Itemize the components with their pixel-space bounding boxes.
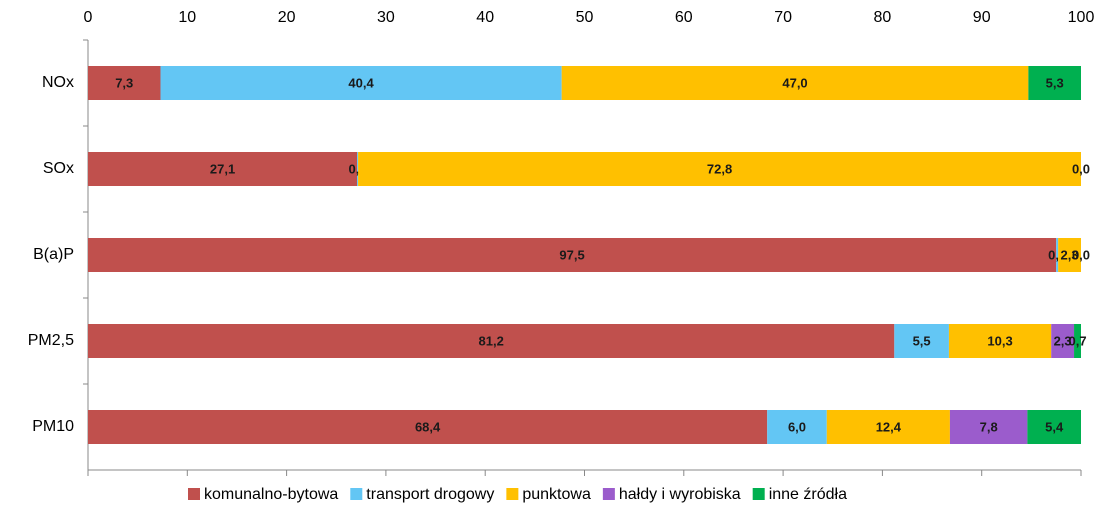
x-tick-label: 0 <box>84 9 93 26</box>
value-label: 0,0 <box>1072 161 1090 176</box>
bar-segment <box>1058 238 1081 272</box>
category-label: PM10 <box>32 418 74 435</box>
value-label: 81,2 <box>479 333 504 348</box>
legend-label: hałdy i wyrobiska <box>619 486 741 503</box>
category-label: PM2,5 <box>28 332 74 349</box>
bar-segment <box>88 410 768 444</box>
bar-segment <box>357 152 359 186</box>
category-label: NOx <box>42 74 74 91</box>
value-label: 72,8 <box>707 161 732 176</box>
bar-segment <box>1027 410 1081 444</box>
value-label: 5,3 <box>1046 75 1064 90</box>
value-label: 0,0 <box>1072 247 1090 262</box>
bar-segment <box>88 66 161 100</box>
x-tick-label: 90 <box>973 9 991 26</box>
bar-segment <box>160 66 562 100</box>
value-label: 0,7 <box>1068 333 1086 348</box>
bar-segment <box>1074 324 1081 358</box>
legend-swatch <box>188 488 200 500</box>
value-label: 2,3 <box>1054 333 1072 348</box>
bar-segment <box>1028 66 1081 100</box>
legend-swatch <box>506 488 519 500</box>
bar-segment <box>767 410 827 444</box>
x-tick-label: 70 <box>774 9 792 26</box>
value-label: 7,8 <box>980 419 998 434</box>
category-label: B(a)P <box>33 246 74 263</box>
x-tick-label: 60 <box>675 9 693 26</box>
legend-label: komunalno-bytowa <box>204 486 338 503</box>
x-tick-label: 100 <box>1068 9 1095 26</box>
value-label: 5,4 <box>1045 419 1064 434</box>
x-tick-label: 50 <box>576 9 594 26</box>
x-tick-label: 30 <box>377 9 395 26</box>
value-label: 47,0 <box>782 75 807 90</box>
bar-segment <box>1051 324 1075 358</box>
legend-label: punktowa <box>522 486 591 503</box>
bar-segment <box>88 238 1057 272</box>
legend-swatch <box>752 488 765 500</box>
value-label: 10,3 <box>987 333 1012 348</box>
value-label: 2,3 <box>1061 247 1079 262</box>
legend-label: transport drogowy <box>366 486 494 503</box>
x-tick-label: 80 <box>874 9 892 26</box>
legend-label: inne źródła <box>769 486 847 503</box>
value-label: 6,0 <box>788 419 806 434</box>
value-label: 40,4 <box>348 75 374 90</box>
value-label: 27,1 <box>210 161 235 176</box>
value-label: 5,5 <box>913 333 931 348</box>
bar-segment <box>88 324 895 358</box>
x-tick-label: 20 <box>278 9 296 26</box>
bar-segment <box>894 324 949 358</box>
bar-segment <box>561 66 1029 100</box>
bar-segment <box>826 410 950 444</box>
x-tick-label: 10 <box>178 9 196 26</box>
category-label: SOx <box>43 160 74 177</box>
bar-segment <box>949 410 1028 444</box>
value-label: 12,4 <box>876 419 902 434</box>
value-label: 97,5 <box>559 247 584 262</box>
x-tick-label: 40 <box>476 9 494 26</box>
legend-swatch <box>602 488 615 500</box>
bar-segment <box>948 324 1052 358</box>
legend-swatch <box>350 488 363 500</box>
bar-segment <box>1056 238 1059 272</box>
bar-segment <box>88 152 358 186</box>
value-label: 68,4 <box>415 419 441 434</box>
bar-segment <box>358 152 1081 186</box>
value-label: 7,3 <box>115 75 133 90</box>
